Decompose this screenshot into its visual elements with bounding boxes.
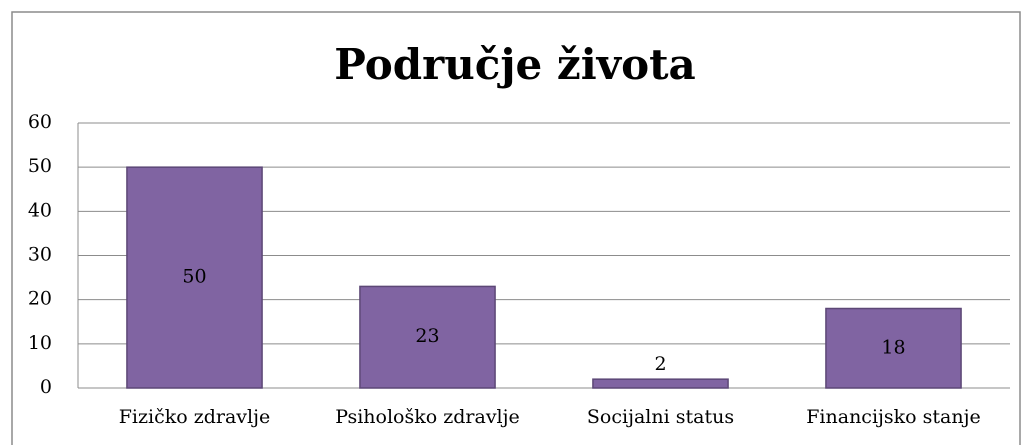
y-tick-label: 30 (28, 244, 52, 266)
y-tick-label: 20 (28, 288, 52, 310)
chart-title: Područje života (334, 40, 695, 89)
bar (592, 378, 729, 389)
y-tick-label: 60 (28, 111, 52, 133)
data-label: 23 (415, 325, 439, 347)
bar (126, 166, 263, 389)
bar (359, 285, 496, 389)
data-label: 18 (881, 336, 905, 358)
data-label: 50 (182, 266, 206, 288)
data-label: 2 (654, 353, 666, 375)
y-tick-label: 50 (28, 155, 52, 177)
y-tick-label: 10 (28, 332, 52, 354)
y-tick-label: 0 (40, 376, 52, 398)
x-tick-label: Socijalni status (587, 406, 734, 428)
y-tick-label: 40 (28, 199, 52, 221)
bar (825, 307, 962, 389)
x-tick-label: Psihološko zdravlje (335, 406, 520, 428)
x-tick-label: Financijsko stanje (806, 406, 981, 428)
x-tick-label: Fizičko zdravlje (119, 406, 271, 428)
